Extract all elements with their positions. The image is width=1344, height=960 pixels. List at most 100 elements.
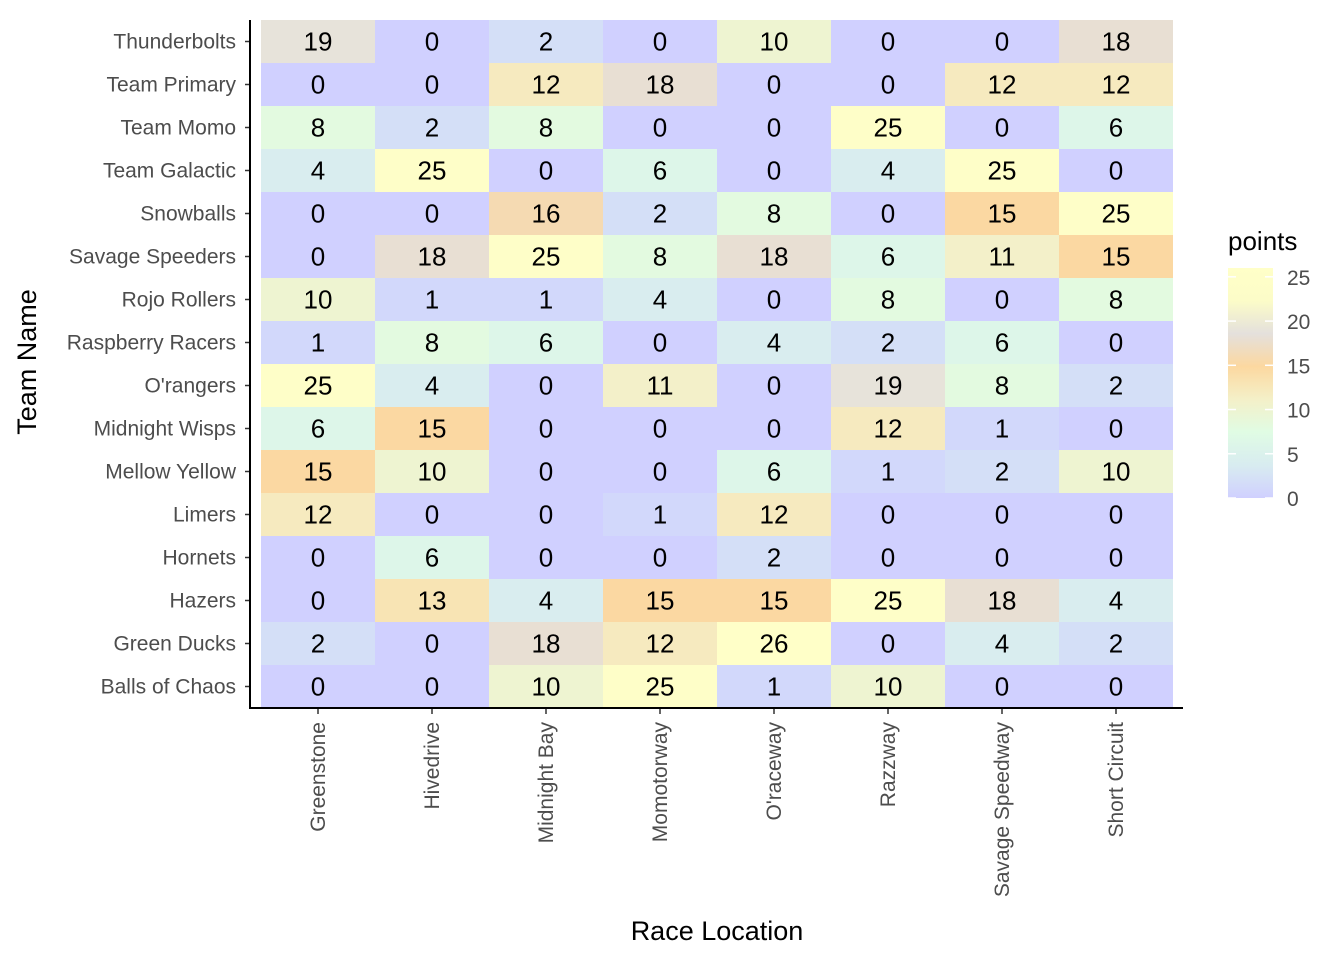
cell-value-label: 4 xyxy=(311,156,325,186)
heatmap-cell xyxy=(603,20,717,63)
cell-value-label: 0 xyxy=(539,543,553,573)
cell-value-label: 25 xyxy=(646,672,675,702)
cell-value-label: 25 xyxy=(418,156,447,186)
cell-value-label: 0 xyxy=(995,500,1009,530)
heatmap-cell xyxy=(375,278,489,321)
cell-value-label: 1 xyxy=(425,285,439,315)
cell-value-label: 25 xyxy=(1102,199,1131,229)
y-tick-label: Balls of Chaos xyxy=(101,676,236,699)
heatmap-cell xyxy=(945,235,1059,278)
heatmap-cell xyxy=(261,579,375,622)
legend-tick-label: 15 xyxy=(1287,355,1310,378)
heatmap-cell xyxy=(603,278,717,321)
heatmap-cell xyxy=(603,493,717,536)
y-tick-label: Thunderbolts xyxy=(113,31,236,54)
heatmap-cell xyxy=(375,149,489,192)
heatmap-cell xyxy=(375,493,489,536)
cell-value-label: 6 xyxy=(425,543,439,573)
x-axis-title: Race Location xyxy=(631,916,804,946)
heatmap-cell xyxy=(261,321,375,364)
cell-value-label: 10 xyxy=(532,672,561,702)
heatmap-cell xyxy=(945,665,1059,708)
heatmap-cell xyxy=(489,493,603,536)
heatmap-cell xyxy=(489,536,603,579)
heatmap-cell xyxy=(1059,235,1173,278)
heatmap-cell xyxy=(375,235,489,278)
cell-value-label: 1 xyxy=(653,500,667,530)
cell-value-label: 0 xyxy=(653,113,667,143)
heatmap-cell xyxy=(831,149,945,192)
cell-value-label: 1 xyxy=(311,328,325,358)
heatmap-cell xyxy=(489,622,603,665)
legend: points 0 5 10 15 20 25 xyxy=(1228,226,1310,511)
heatmap-cell xyxy=(261,536,375,579)
cell-value-label: 1 xyxy=(995,414,1009,444)
cell-value-label: 25 xyxy=(874,113,903,143)
cell-value-label: 0 xyxy=(767,113,781,143)
cell-value-label: 11 xyxy=(989,242,1016,272)
heatmap-cell xyxy=(1059,149,1173,192)
heatmap-cell xyxy=(375,665,489,708)
cell-value-label: 15 xyxy=(418,414,447,444)
cell-value-label: 12 xyxy=(1102,70,1131,100)
heatmap-cell xyxy=(831,665,945,708)
cell-value-label: 12 xyxy=(988,70,1017,100)
heatmap-cell xyxy=(1059,364,1173,407)
heatmap-cell xyxy=(603,622,717,665)
cell-value-label: 8 xyxy=(881,285,895,315)
heatmap-cell xyxy=(831,493,945,536)
cell-value-label: 10 xyxy=(304,285,333,315)
cell-value-label: 12 xyxy=(304,500,333,530)
cell-value-label: 18 xyxy=(646,70,675,100)
heatmap-cell xyxy=(945,407,1059,450)
heatmap-cell xyxy=(717,278,831,321)
heatmap-cell xyxy=(375,364,489,407)
cell-value-label: 0 xyxy=(1109,414,1123,444)
heatmap-cell xyxy=(717,493,831,536)
cell-value-label: 18 xyxy=(418,242,447,272)
cell-value-label: 25 xyxy=(304,371,333,401)
heatmap-cell xyxy=(945,278,1059,321)
cell-value-label: 13 xyxy=(418,586,447,616)
heatmap-cell xyxy=(489,364,603,407)
cell-value-label: 0 xyxy=(653,457,667,487)
cell-value-label: 2 xyxy=(425,113,439,143)
heatmap-cell xyxy=(831,321,945,364)
x-tick-label: Razzway xyxy=(877,722,900,808)
heatmap-cell xyxy=(489,579,603,622)
cell-value-label: 0 xyxy=(539,371,553,401)
cell-value-label: 10 xyxy=(418,457,447,487)
y-tick-label: Mellow Yellow xyxy=(105,461,237,484)
cell-value-label: 2 xyxy=(995,457,1009,487)
cell-value-label: 1 xyxy=(539,285,553,315)
heatmap-cell xyxy=(945,20,1059,63)
cell-value-label: 10 xyxy=(1102,457,1131,487)
heatmap-cell-labels: 19 0 2 0 10 0 0 180 0 12 18 0 0 12 128 2 8 0 0 25 0 64 25 0 6 0 4 2… xyxy=(304,27,1131,702)
heatmap-cell xyxy=(261,106,375,149)
heatmap-cell xyxy=(831,579,945,622)
y-axis-ticks: Thunderbolts Team Primary Team Momo Team Ga… xyxy=(67,31,250,699)
heatmap-cell xyxy=(489,665,603,708)
cell-value-label: 0 xyxy=(311,199,325,229)
cell-value-label: 0 xyxy=(539,156,553,186)
heatmap-cell xyxy=(603,579,717,622)
cell-value-label: 0 xyxy=(425,27,439,57)
heatmap-cell xyxy=(261,235,375,278)
heatmap-cell xyxy=(717,450,831,493)
cell-value-label: 12 xyxy=(646,629,675,659)
heatmap-cell xyxy=(717,407,831,450)
heatmap-cell xyxy=(945,106,1059,149)
cell-value-label: 0 xyxy=(881,27,895,57)
heatmap-cell xyxy=(375,63,489,106)
heatmap-cell xyxy=(603,407,717,450)
heatmap-cell xyxy=(375,450,489,493)
cell-value-label: 2 xyxy=(311,629,325,659)
heatmap-cell xyxy=(375,622,489,665)
cell-value-label: 6 xyxy=(767,457,781,487)
x-tick-label: Midnight Bay xyxy=(535,722,558,844)
cell-value-label: 0 xyxy=(1109,156,1123,186)
cell-value-label: 1 xyxy=(767,672,781,702)
heatmap-cell xyxy=(375,321,489,364)
heatmap-cell xyxy=(261,63,375,106)
heatmap-cell xyxy=(261,622,375,665)
